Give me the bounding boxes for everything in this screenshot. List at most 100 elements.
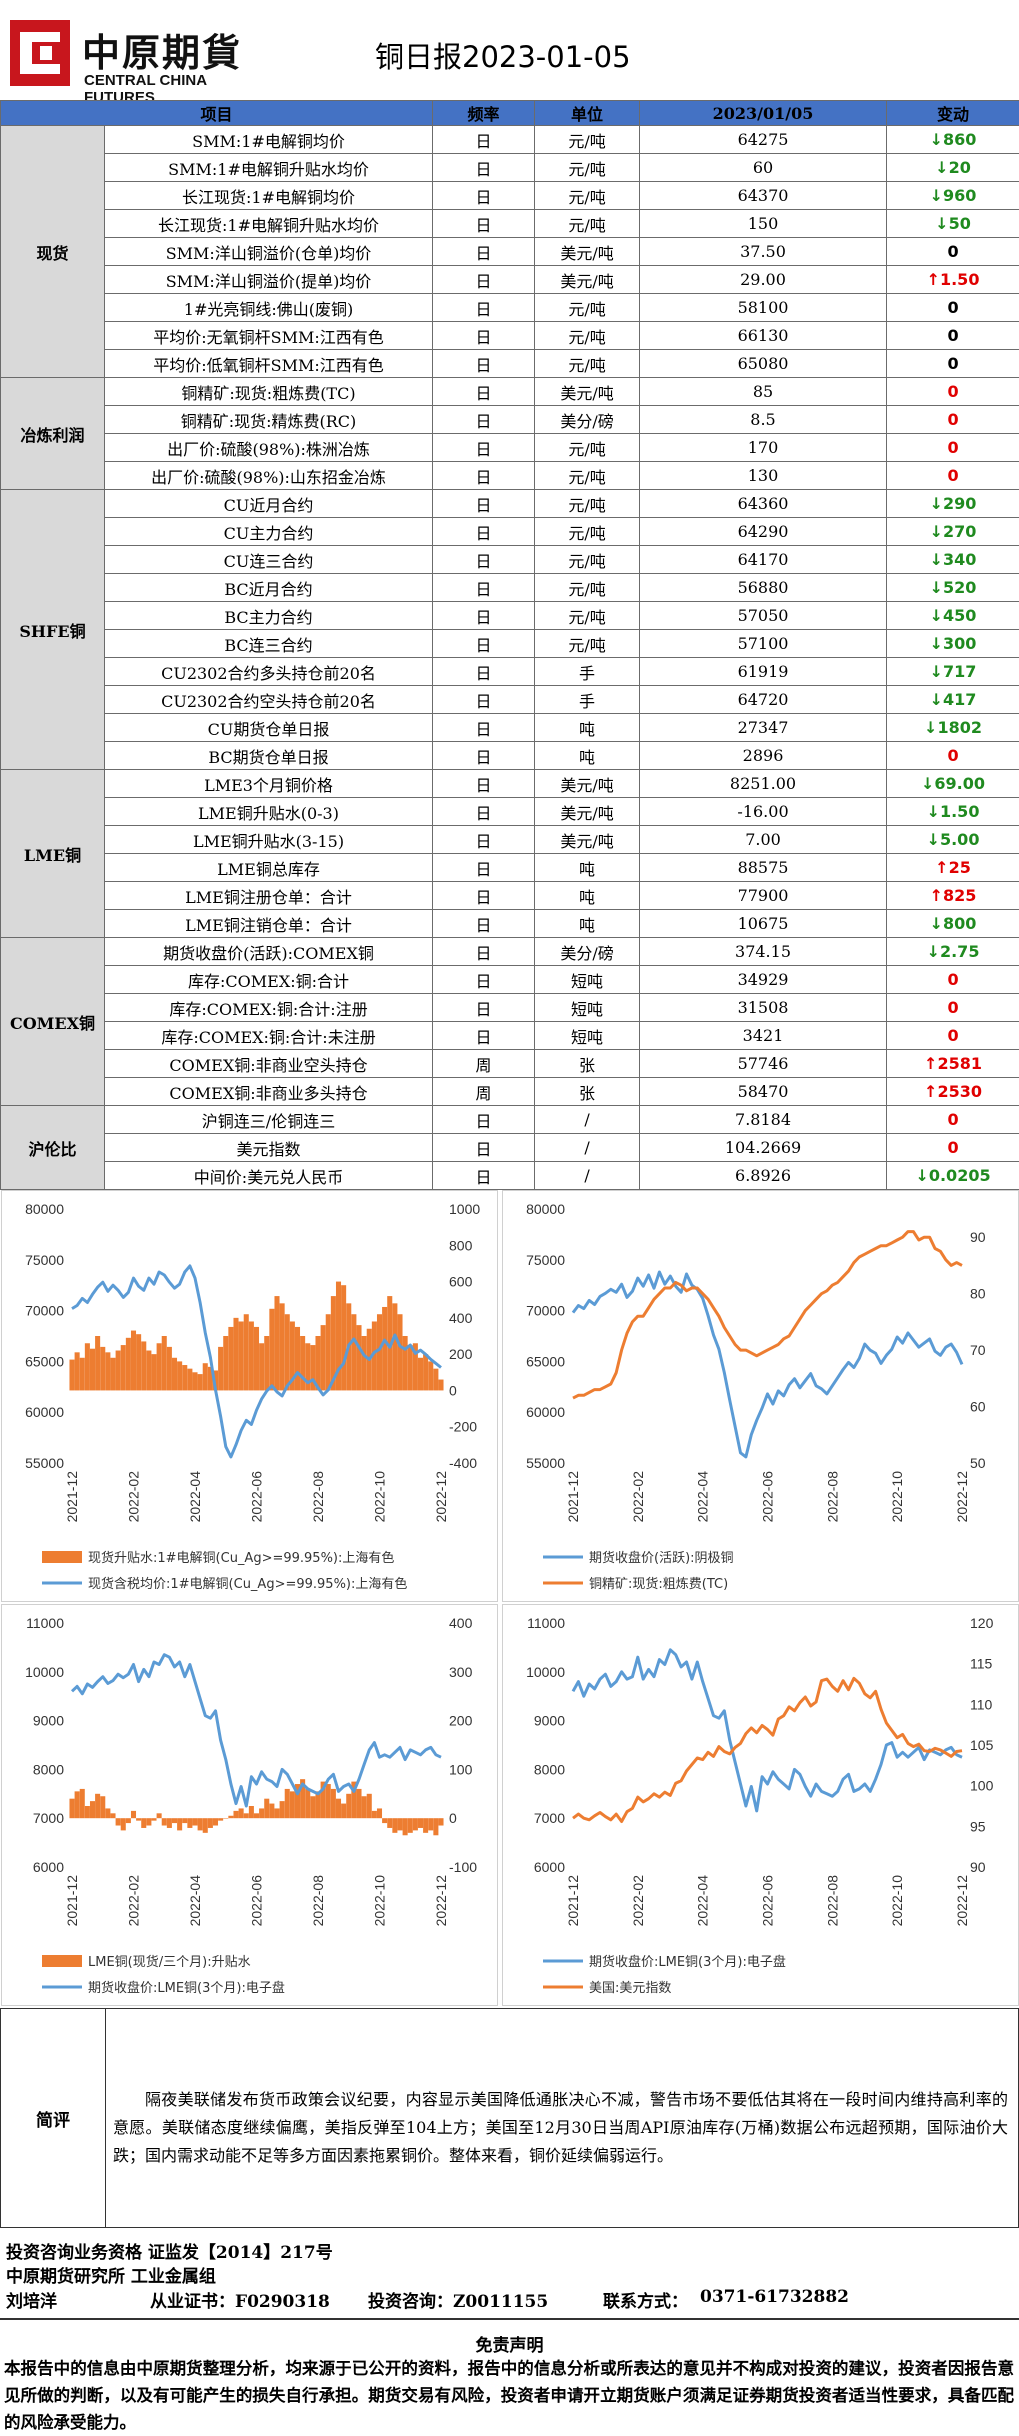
org-line: 中原期货研究所 工业金属组	[6, 2267, 216, 2287]
left-axis-tick-label: 60000	[25, 1404, 64, 1420]
bar-mark	[356, 1325, 362, 1391]
unit-cell: 元/吨	[534, 209, 641, 238]
bar-mark	[202, 1363, 208, 1391]
arrow-down-icon: ↓	[929, 522, 944, 541]
bar-mark	[166, 1346, 172, 1391]
item-cell: 出厂价:硫酸(98%):株洲冶炼	[103, 433, 434, 462]
change-cell: ↓0.0205	[886, 1161, 1019, 1190]
bar-mark	[433, 1368, 439, 1391]
table-row: BC连三合约日元/吨 57100 ↓300	[1, 629, 1019, 658]
frequency-cell: 日	[432, 349, 536, 378]
table-row: BC近月合约日元/吨 56880 ↓520	[1, 573, 1019, 602]
value-cell: 8251.00	[639, 769, 888, 798]
change-value: 520	[943, 578, 977, 597]
bar-mark	[305, 1343, 311, 1391]
bar-mark	[259, 1343, 265, 1391]
bar-mark	[356, 1788, 362, 1819]
bar-mark	[330, 1296, 336, 1391]
table-row: LME铜注册仓单：合计日吨 77900 ↑825	[1, 881, 1019, 910]
frequency-cell: 日	[432, 209, 536, 238]
frequency-cell: 日	[432, 265, 536, 294]
change-cell: ↓300	[886, 629, 1019, 658]
x-axis-tick-label: 2022-10	[889, 1471, 905, 1523]
charts-area: 55000 60000 65000 70000 75000 80000 -400 -200 0 2…	[0, 1190, 1019, 2008]
x-axis-tick-label: 2022-08	[824, 1471, 840, 1523]
bar-mark	[146, 1350, 152, 1391]
change-cell: ↓1.50	[886, 797, 1019, 826]
frequency-cell: 日	[432, 881, 536, 910]
right-axis-tick-label: 70	[970, 1342, 986, 1358]
item-cell: COMEX铜:非商业多头持仓	[103, 1077, 434, 1106]
arrow-up-icon: ↑	[924, 1082, 938, 1101]
bar-mark	[253, 1813, 260, 1819]
bar-mark	[294, 1784, 301, 1819]
value-cell: 31508	[639, 993, 888, 1022]
change-value: 717	[943, 662, 977, 681]
frequency-cell: 日	[432, 993, 536, 1022]
x-axis-tick-label: 2022-06	[249, 1471, 265, 1523]
bar-mark	[171, 1818, 178, 1824]
right-axis-tick-label: 1000	[449, 1201, 480, 1217]
legend-swatch	[42, 1955, 82, 1967]
change-cell: ↓960	[886, 181, 1019, 210]
arrow-up-icon: ↑	[924, 1054, 938, 1073]
bar-mark	[382, 1818, 388, 1824]
unit-cell: 元/吨	[534, 321, 641, 350]
frequency-cell: 日	[432, 461, 536, 490]
frequency-cell: 周	[432, 1077, 536, 1106]
left-axis-tick-label: 8000	[534, 1761, 565, 1777]
value-cell: 64360	[639, 489, 888, 518]
frequency-cell: 日	[432, 237, 536, 266]
legend-label: 铜精矿:现货:粗炼费(TC)	[589, 1576, 728, 1592]
item-cell: CU连三合约	[103, 545, 434, 574]
table-row: CU2302合约空头持仓前20名日手 64720 ↓417	[1, 685, 1019, 714]
value-cell: 57746	[639, 1049, 888, 1078]
change-value: 20	[948, 158, 971, 177]
right-axis-tick-label: 105	[970, 1737, 994, 1753]
unit-cell: 元/吨	[534, 517, 641, 546]
x-axis-tick-label: 2022-12	[433, 1875, 449, 1927]
frequency-cell: 日	[432, 825, 536, 854]
bar-mark	[187, 1818, 193, 1828]
change-value: 2581	[937, 1054, 982, 1073]
frequency-cell: 日	[432, 1133, 536, 1162]
bar-mark	[423, 1818, 429, 1833]
item-cell: LME铜注销仓单：合计	[103, 909, 434, 938]
bar-mark	[366, 1793, 372, 1819]
unit-cell: 元/吨	[534, 629, 641, 658]
bar-mark	[392, 1818, 398, 1833]
chart-svg: 6000 7000 8000 9000 10000 11000 90 95 100 105 110 1…	[526, 1615, 994, 1996]
bar-mark	[79, 1357, 85, 1391]
bar-mark	[428, 1361, 434, 1391]
chart-lme-price-and-dollar-index: 6000 7000 8000 9000 10000 11000 90 95 100 105 110 1…	[502, 1604, 1019, 2006]
frequency-cell: 日	[432, 293, 536, 322]
bar-mark	[279, 1303, 285, 1391]
x-axis-tick-label: 2022-04	[187, 1471, 203, 1523]
bar-mark	[151, 1354, 157, 1391]
bar-mark	[100, 1346, 106, 1391]
table-row: CU连三合约日元/吨 64170 ↓340	[1, 545, 1019, 574]
arrow-down-icon: ↓	[929, 186, 944, 205]
bar-mark	[392, 1303, 398, 1391]
frequency-cell: 日	[432, 937, 536, 966]
right-axis-tick-label: 50	[970, 1455, 986, 1471]
report-header: 中原期貨 CENTRAL CHINA FUTURES 铜日报2023-01-05	[0, 0, 1019, 106]
change-value: 2.75	[939, 942, 980, 961]
bar-mark	[115, 1818, 121, 1826]
right-axis-tick-label: 90	[970, 1859, 986, 1875]
bar-mark	[341, 1285, 347, 1391]
x-axis-tick-label: 2022-08	[824, 1875, 840, 1927]
table-row: 平均价:无氧铜杆SMM:江西有色日元/吨 66130 0	[1, 321, 1019, 350]
legend-label: 美国:美元指数	[589, 1981, 671, 1996]
bar-mark	[376, 1314, 383, 1391]
table-row: 美元指数日/104.2669 0	[1, 1133, 1019, 1162]
bar-mark	[289, 1321, 295, 1391]
arrow-up-icon: ↑	[929, 886, 944, 905]
table-row: SMM:1#电解铜升贴水均价日元/吨 60 ↓20	[1, 153, 1019, 182]
change-value: 1.50	[939, 270, 980, 289]
unit-cell: 美分/磅	[534, 937, 641, 966]
unit-cell: 吨	[534, 741, 641, 770]
bar-mark	[192, 1372, 198, 1391]
change-cell: 0	[886, 1133, 1019, 1162]
value-cell: 10675	[639, 909, 888, 938]
